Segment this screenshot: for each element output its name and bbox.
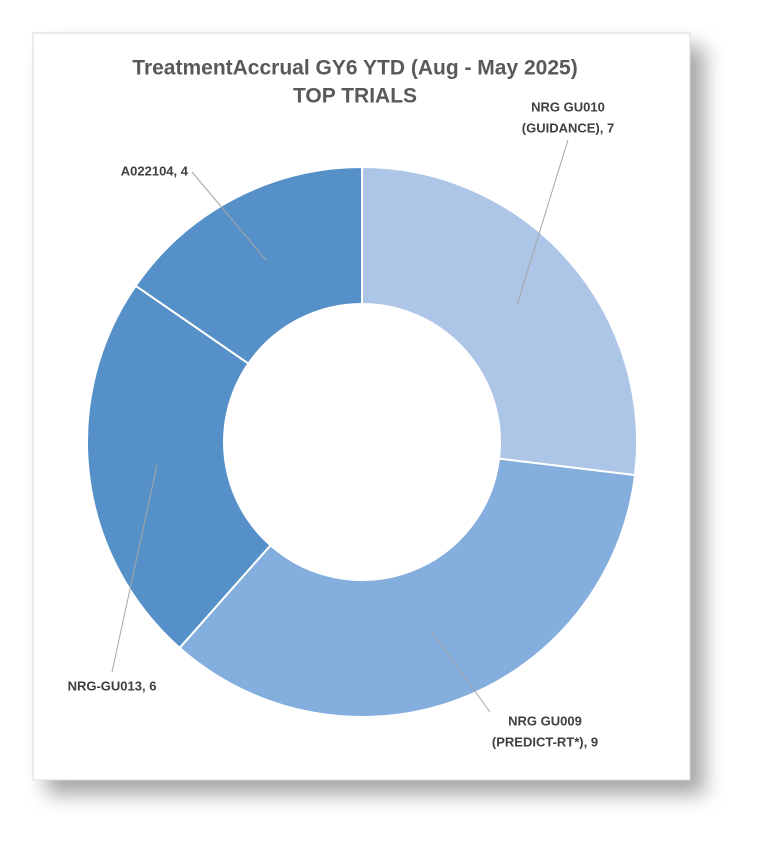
donut-slice	[86, 284, 272, 650]
donut-slice	[134, 165, 363, 365]
leader-line	[431, 631, 491, 713]
donut-slice	[361, 165, 638, 477]
data-label: (GUIDANCE), 7	[522, 120, 614, 135]
leader-line	[191, 171, 267, 261]
data-label: NRG-GU013, 6	[68, 678, 157, 693]
leader-line	[111, 464, 158, 673]
data-label: NRG GU009	[508, 713, 582, 728]
data-label: (PREDICT-RT*), 9	[492, 734, 598, 749]
chart-title: TreatmentAccrual GY6 YTD (Aug - May 2025…	[132, 57, 577, 80]
data-label: NRG GU010	[531, 99, 605, 114]
donut-slice	[178, 457, 637, 718]
data-label: A022104, 4	[121, 163, 189, 178]
chart-subtitle: TOP TRIALS	[293, 85, 417, 108]
leader-line	[516, 139, 569, 306]
